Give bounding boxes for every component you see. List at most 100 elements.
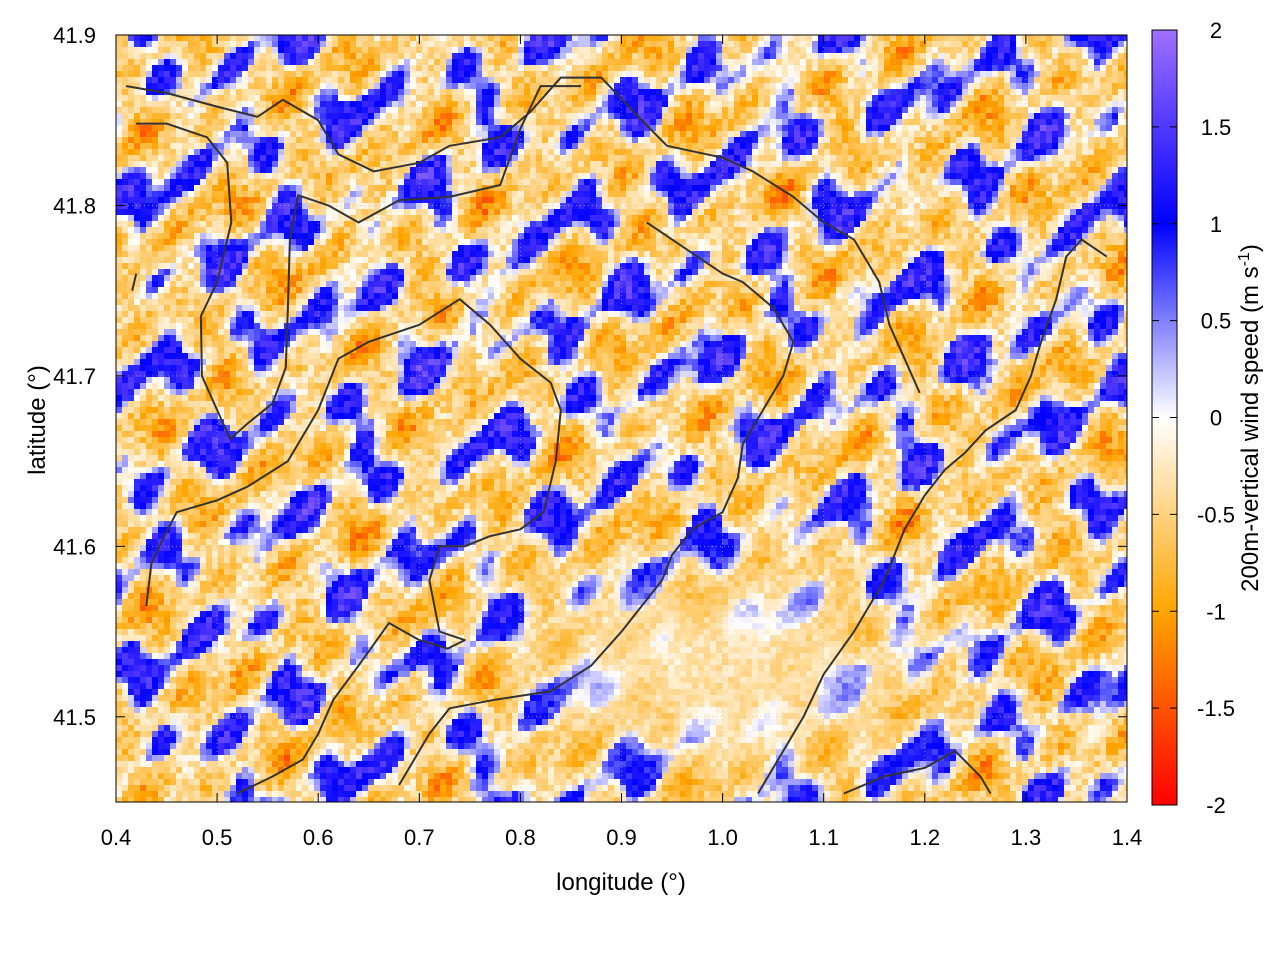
heatmap-cell xyxy=(428,203,435,210)
heatmap-cell xyxy=(350,83,357,90)
heatmap-cell xyxy=(506,77,513,84)
heatmap-cell xyxy=(734,131,741,138)
heatmap-cell xyxy=(320,83,327,90)
heatmap-cell xyxy=(770,53,777,60)
heatmap-cell xyxy=(926,83,933,90)
heatmap-cell xyxy=(320,131,327,138)
heatmap-cell xyxy=(1016,35,1023,42)
heatmap-cell xyxy=(938,77,945,84)
heatmap-cell xyxy=(1010,179,1017,186)
heatmap-cell xyxy=(512,209,519,216)
heatmap-cell xyxy=(788,35,795,42)
heatmap-cell xyxy=(740,89,747,96)
heatmap-cell xyxy=(1070,155,1077,162)
heatmap-cell xyxy=(620,65,627,72)
heatmap-cell xyxy=(164,35,171,42)
heatmap-cell xyxy=(242,101,249,108)
heatmap-cell xyxy=(350,71,357,78)
heatmap-cell xyxy=(620,89,627,96)
heatmap-cell xyxy=(962,47,969,54)
heatmap-cell xyxy=(728,89,735,96)
heatmap-cell xyxy=(896,179,903,186)
heatmap-cell xyxy=(500,197,507,204)
heatmap-cell xyxy=(446,71,453,78)
heatmap-cell xyxy=(752,179,759,186)
heatmap-cell xyxy=(890,101,897,108)
heatmap-cell xyxy=(146,89,153,96)
heatmap-cell xyxy=(1082,143,1089,150)
heatmap-cell xyxy=(608,191,615,198)
heatmap-cell xyxy=(608,107,615,114)
heatmap-cell xyxy=(152,71,159,78)
heatmap-cell xyxy=(386,113,393,120)
heatmap-cell xyxy=(242,125,249,132)
heatmap-cell xyxy=(764,185,771,192)
heatmap-cell xyxy=(800,119,807,126)
heatmap-cell xyxy=(542,143,549,150)
heatmap-cell xyxy=(212,71,219,78)
heatmap-cell xyxy=(854,101,861,108)
heatmap-cell xyxy=(548,167,555,174)
heatmap-cell xyxy=(728,191,735,198)
heatmap-cell xyxy=(350,35,357,42)
heatmap-cell xyxy=(674,185,681,192)
heatmap-cell xyxy=(680,143,687,150)
heatmap-cell xyxy=(902,185,909,192)
heatmap-cell xyxy=(146,179,153,186)
heatmap-cell xyxy=(800,161,807,168)
heatmap-cell xyxy=(416,77,423,84)
heatmap-cell xyxy=(368,137,375,144)
heatmap-cell xyxy=(668,185,675,192)
heatmap-cell xyxy=(176,149,183,156)
heatmap-cell xyxy=(410,167,417,174)
heatmap-cell xyxy=(956,95,963,102)
heatmap-cell xyxy=(206,131,213,138)
heatmap-cell xyxy=(710,143,717,150)
heatmap-cell xyxy=(728,185,735,192)
heatmap-cell xyxy=(836,173,843,180)
heatmap-cell xyxy=(878,35,885,42)
heatmap-cell xyxy=(578,41,585,48)
heatmap-cell xyxy=(422,185,429,192)
heatmap-cell xyxy=(464,41,471,48)
heatmap-cell xyxy=(992,65,999,72)
heatmap-cell xyxy=(380,155,387,162)
heatmap-cell xyxy=(884,83,891,90)
heatmap-cell xyxy=(464,209,471,216)
heatmap-cell xyxy=(398,179,405,186)
heatmap-cell xyxy=(812,131,819,138)
heatmap-cell xyxy=(884,71,891,78)
heatmap-cell xyxy=(236,203,243,210)
heatmap-cell xyxy=(662,83,669,90)
heatmap-cell xyxy=(926,95,933,102)
heatmap-cell xyxy=(956,113,963,120)
heatmap-cell xyxy=(920,185,927,192)
heatmap-cell xyxy=(410,47,417,54)
heatmap-cell xyxy=(896,185,903,192)
heatmap-cell xyxy=(740,197,747,204)
heatmap-cell xyxy=(938,41,945,48)
heatmap-cell xyxy=(128,53,135,60)
heatmap-cell xyxy=(200,101,207,108)
heatmap-cell xyxy=(506,101,513,108)
heatmap-cells xyxy=(116,35,1127,802)
heatmap-cell xyxy=(1034,65,1041,72)
heatmap-cell xyxy=(230,155,237,162)
heatmap-cell xyxy=(308,125,315,132)
heatmap-cell xyxy=(716,107,723,114)
heatmap-cell xyxy=(926,179,933,186)
heatmap-cell xyxy=(890,107,897,114)
heatmap-cell xyxy=(686,161,693,168)
heatmap-cell xyxy=(470,179,477,186)
heatmap-cell xyxy=(752,71,759,78)
heatmap-cell xyxy=(1094,83,1101,90)
heatmap-cell xyxy=(512,113,519,120)
heatmap-cell xyxy=(524,59,531,66)
heatmap-cell xyxy=(152,167,159,174)
heatmap-cell xyxy=(548,35,555,42)
heatmap-cell xyxy=(452,47,459,54)
heatmap-cell xyxy=(236,161,243,168)
heatmap-cell xyxy=(800,35,807,42)
heatmap-cell xyxy=(620,191,627,198)
heatmap-cell xyxy=(1016,83,1023,90)
